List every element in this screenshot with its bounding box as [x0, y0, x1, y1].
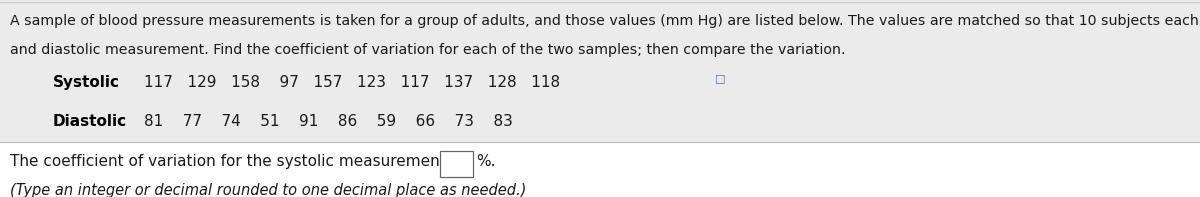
Text: The coefficient of variation for the systolic measurements is: The coefficient of variation for the sys…	[10, 154, 470, 169]
Text: %.: %.	[476, 154, 496, 169]
Text: 81    77    74    51    91    86    59    66    73    83: 81 77 74 51 91 86 59 66 73 83	[144, 114, 512, 129]
Text: A sample of blood pressure measurements is taken for a group of adults, and thos: A sample of blood pressure measurements …	[10, 14, 1200, 28]
Text: Diastolic: Diastolic	[53, 114, 127, 129]
Bar	[0, 142, 1200, 197]
Text: 117   129   158    97   157   123   117   137   128   118: 117 129 158 97 157 123 117 137 128 118	[144, 75, 560, 90]
Text: (Type an integer or decimal rounded to one decimal place as needed.): (Type an integer or decimal rounded to o…	[10, 183, 526, 197]
Text: and diastolic measurement. Find the coefficient of variation for each of the two: and diastolic measurement. Find the coef…	[10, 43, 845, 57]
FancyBboxPatch shape	[440, 151, 473, 177]
Text: □: □	[715, 73, 726, 83]
Text: Systolic: Systolic	[53, 75, 120, 90]
